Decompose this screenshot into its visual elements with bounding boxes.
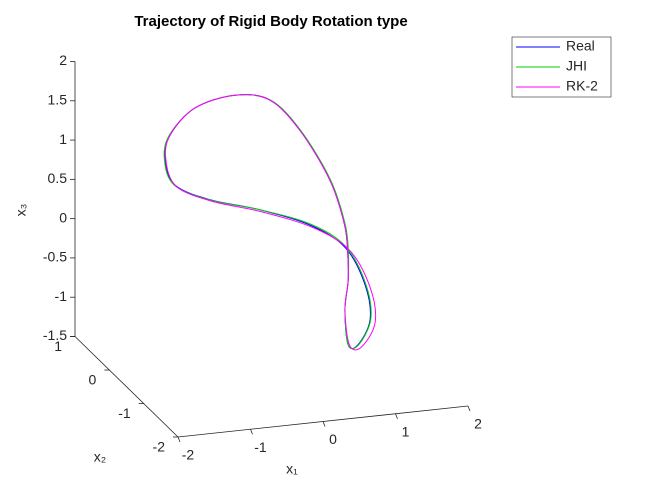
chart-title: Trajectory of Rigid Body Rotation type — [134, 13, 407, 30]
z-tick-label: -0.5 — [43, 249, 67, 265]
z-axis-label: x₃ — [13, 204, 29, 217]
x-tick — [395, 413, 398, 419]
z-tick-label: -1 — [55, 288, 68, 304]
x-tick-label: 2 — [474, 416, 482, 432]
z-tick-label: 1.5 — [48, 91, 68, 107]
y-tick-label: 0 — [89, 372, 97, 388]
y-tick-label: 1 — [54, 338, 62, 354]
legend-label: JHI — [566, 58, 587, 74]
z-tick-label: 0.5 — [48, 170, 68, 186]
x-tick-label: -2 — [182, 447, 195, 463]
x-tick — [467, 405, 471, 412]
legend-label: Real — [566, 38, 595, 54]
z-tick-label: 0 — [59, 209, 67, 225]
y-tick-label: -1 — [118, 405, 131, 421]
y-axis-label: x₂ — [94, 449, 106, 465]
legend-label: RK-2 — [566, 78, 598, 94]
z-tick-label: -1.5 — [43, 327, 67, 343]
x-tick-label: 1 — [402, 423, 410, 439]
x-tick — [250, 429, 253, 435]
x-tick-label: 0 — [329, 431, 337, 447]
legend: Real JHI RK-2 — [511, 36, 612, 98]
z-tick-label: 1 — [59, 131, 67, 147]
x-tick-label: -1 — [254, 439, 267, 455]
y-tick-label: -2 — [153, 439, 166, 455]
x-axis-label: x₁ — [286, 461, 298, 477]
x-tick — [177, 436, 181, 443]
z-tick-label: 2 — [59, 52, 67, 68]
x-tick — [322, 421, 326, 427]
series-line — [164, 94, 377, 351]
y-axis — [74, 336, 179, 438]
